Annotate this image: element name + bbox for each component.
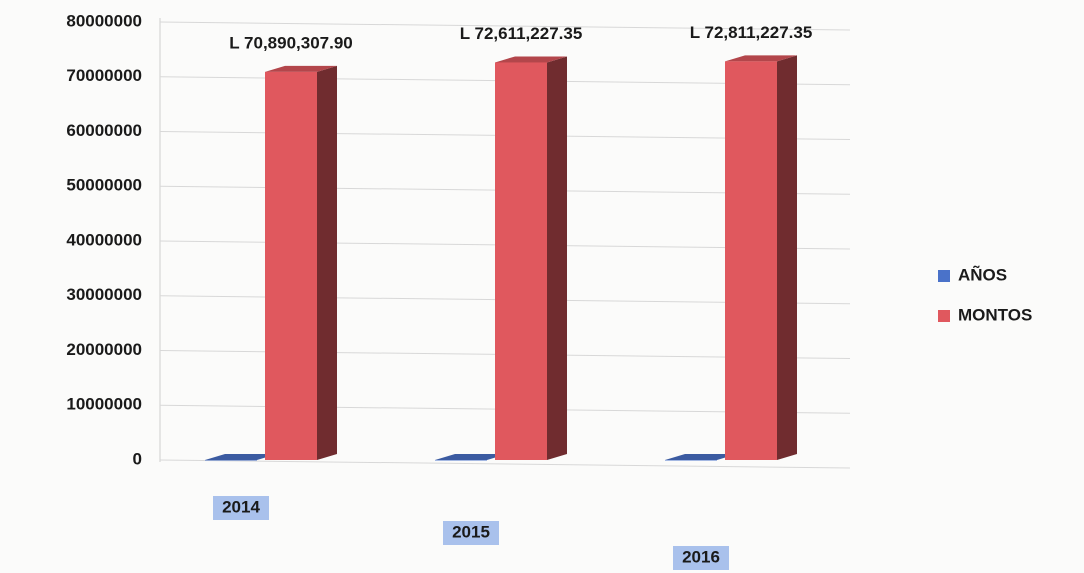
bar: [205, 459, 257, 461]
bar-side: [547, 56, 567, 461]
bar-top: [265, 65, 337, 72]
y-tick-label: 80000000: [66, 11, 142, 30]
bar: [665, 459, 717, 461]
bar-top: [435, 453, 507, 460]
legend-swatch: [938, 270, 950, 282]
category-highlight: [673, 546, 729, 570]
y-tick-label: 20000000: [66, 340, 142, 359]
y-tick-label: 0: [133, 449, 142, 468]
y-tick-label: 50000000: [66, 176, 142, 195]
category-highlight: [213, 496, 269, 520]
x-tick-label: 2015: [452, 522, 490, 541]
legend-label: AÑOS: [958, 264, 1007, 284]
value-label: L 70,890,307.90: [229, 33, 353, 52]
x-tick-label: 2016: [682, 547, 720, 566]
grid-line: [159, 21, 851, 31]
legend-label: MONTOS: [958, 305, 1032, 324]
legend-swatch: [938, 310, 950, 322]
bar: [725, 61, 777, 461]
y-tick-label: 70000000: [66, 66, 142, 85]
bar-top: [495, 56, 567, 63]
bar: [435, 459, 487, 461]
bar-top: [205, 453, 277, 460]
y-tick-label: 40000000: [66, 230, 142, 249]
y-tick-label: 10000000: [66, 395, 142, 414]
bar-top: [665, 453, 737, 460]
y-tick-label: 30000000: [66, 285, 142, 304]
value-label: L 72,611,227.35: [460, 24, 583, 43]
bar: [495, 62, 547, 461]
bar: [265, 71, 317, 461]
value-label: L 72,811,227.35: [690, 23, 813, 42]
x-tick-label: 2014: [222, 497, 260, 516]
bar-top: [725, 55, 797, 62]
category-highlight: [443, 521, 499, 545]
grid-line: [159, 459, 851, 469]
y-tick-label: 60000000: [66, 121, 142, 140]
bar-side: [777, 55, 797, 461]
bar-side: [317, 65, 337, 461]
